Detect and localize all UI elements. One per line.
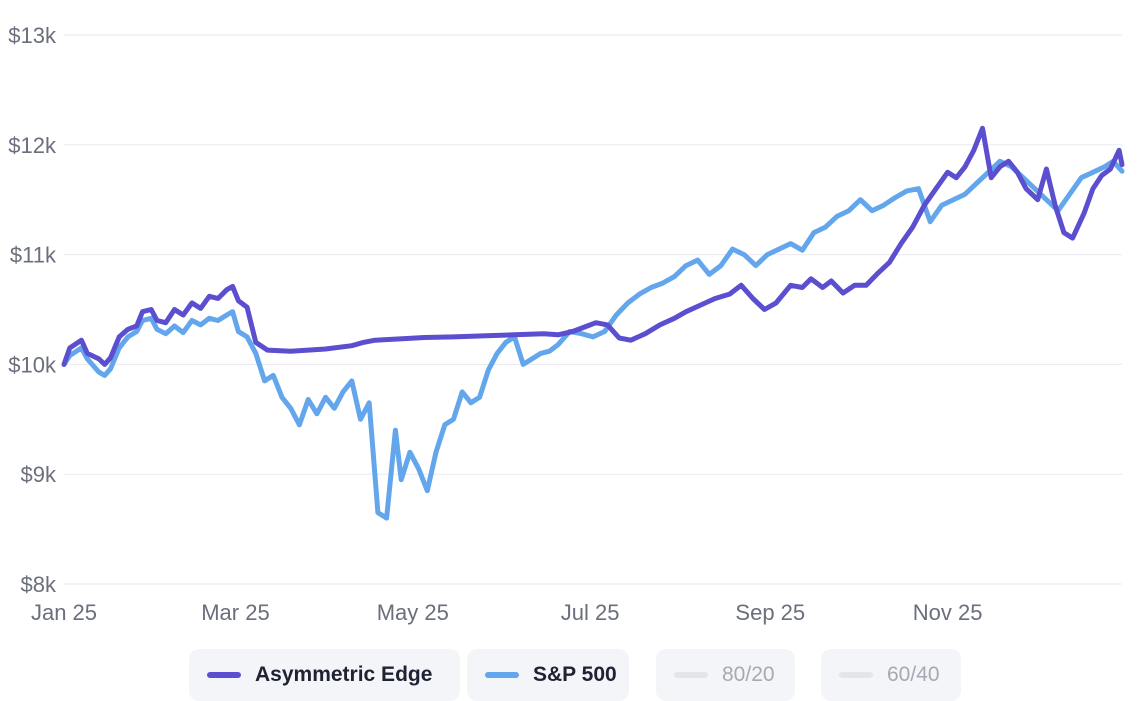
y-tick-label: $8k xyxy=(21,572,57,597)
line-chart: $8k $9k $10k $11k $12k $13k Jan 25 Mar 25 May 2… xyxy=(8,23,1125,625)
legend-swatch xyxy=(485,672,519,678)
x-tick-label: Jul 25 xyxy=(561,600,620,625)
legend-swatch xyxy=(207,672,241,678)
grid-lines xyxy=(64,34,1122,585)
y-tick-label: $13k xyxy=(8,23,57,48)
chart-legend: Asymmetric Edge S&P 500 80/20 60/40 xyxy=(0,649,1138,701)
y-tick-label: $11k xyxy=(10,243,57,268)
legend-label: 80/20 xyxy=(722,663,775,686)
series-line-s-p-500[interactable] xyxy=(61,158,1125,521)
legend-swatch xyxy=(674,672,708,678)
legend-label: Asymmetric Edge xyxy=(255,663,433,686)
x-tick-label: Jan 25 xyxy=(31,600,97,625)
y-tick-label: $9k xyxy=(21,462,57,487)
series-lines xyxy=(61,125,1125,521)
legend-label: 60/40 xyxy=(887,663,940,686)
series-line-asymmetric-edge[interactable] xyxy=(61,125,1125,367)
x-tick-label: Sep 25 xyxy=(735,600,805,625)
x-axis-ticks: Jan 25 Mar 25 May 25 Jul 25 Sep 25 Nov 25 xyxy=(31,600,982,625)
y-tick-label: $12k xyxy=(8,133,57,158)
legend-item-80-20[interactable]: 80/20 xyxy=(656,649,795,701)
legend-item-sp500[interactable]: S&P 500 xyxy=(467,649,629,701)
x-tick-label: May 25 xyxy=(377,600,449,625)
x-tick-label: Nov 25 xyxy=(913,600,983,625)
y-axis-ticks: $8k $9k $10k $11k $12k $13k xyxy=(8,23,57,597)
legend-label: S&P 500 xyxy=(533,663,617,686)
legend-item-60-40[interactable]: 60/40 xyxy=(821,649,961,701)
legend-swatch xyxy=(839,672,873,678)
y-tick-label: $10k xyxy=(8,352,57,377)
x-tick-label: Mar 25 xyxy=(201,600,269,625)
legend-item-asymmetric-edge[interactable]: Asymmetric Edge xyxy=(189,649,460,701)
